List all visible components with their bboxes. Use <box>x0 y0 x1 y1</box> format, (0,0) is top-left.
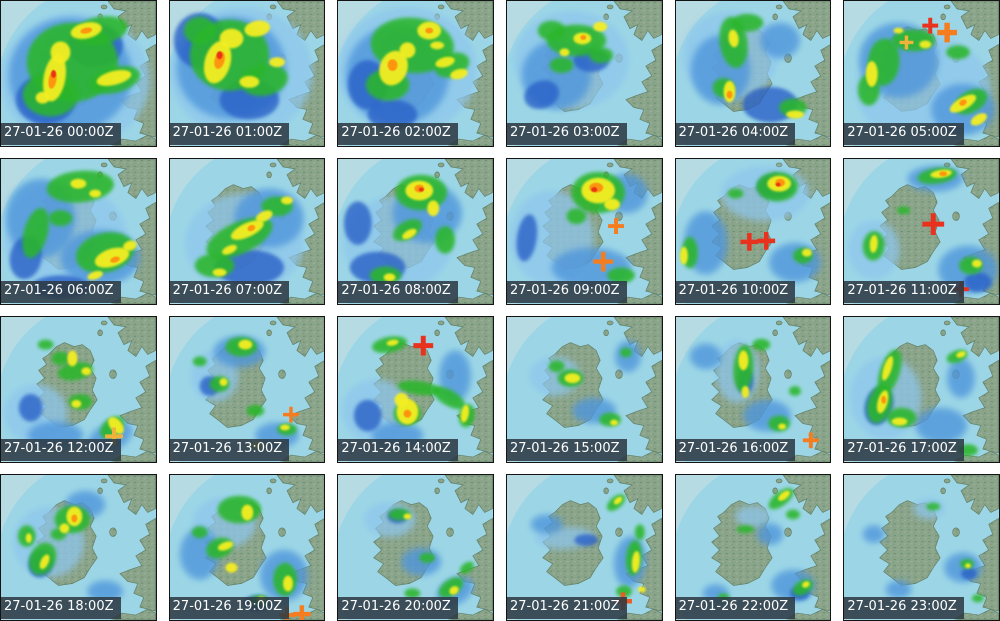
radar-frame-0200z: 27-01-26 02:00Z <box>337 0 494 147</box>
radar-frame-0300z: 27-01-26 03:00Z <box>506 0 663 147</box>
timestamp-label: 27-01-26 12:00Z <box>1 439 121 461</box>
timestamp-label: 27-01-26 15:00Z <box>507 439 627 461</box>
radar-map <box>338 317 493 462</box>
timestamp-label: 27-01-26 07:00Z <box>169 281 290 303</box>
radar-map <box>675 1 831 146</box>
radar-map <box>169 159 325 304</box>
lightning-strike-icon <box>292 605 311 620</box>
timestamp-label: 27-01-26 05:00Z <box>844 123 964 145</box>
timestamp-label: 27-01-26 14:00Z <box>338 439 458 461</box>
lightning-strike-icon <box>802 432 819 449</box>
radar-frame-1200z: 27-01-26 12:00Z <box>0 316 157 463</box>
timestamp-label: 27-01-26 18:00Z <box>1 597 121 619</box>
radar-frame-1900z: 27-01-26 19:00Z <box>168 474 326 621</box>
radar-map <box>507 475 662 620</box>
timestamp-label: 27-01-26 08:00Z <box>338 281 458 303</box>
radar-map <box>844 159 999 304</box>
radar-map <box>169 317 325 462</box>
radar-map <box>1 475 156 620</box>
radar-frame-1100z: 27-01-26 11:00Z <box>843 158 1000 305</box>
lightning-strike-icon <box>608 218 624 234</box>
timestamp-label: 27-01-26 23:00Z <box>844 597 964 619</box>
timestamp-label: 27-01-26 01:00Z <box>169 123 290 145</box>
lightning-strike-icon <box>922 213 945 235</box>
radar-map <box>338 1 493 146</box>
timestamp-label: 27-01-26 04:00Z <box>675 123 796 145</box>
radar-map <box>338 475 493 620</box>
timestamp-label: 27-01-26 13:00Z <box>169 439 290 461</box>
radar-map <box>507 159 662 304</box>
radar-frame-0100z: 27-01-26 01:00Z <box>168 0 326 147</box>
radar-frame-1800z: 27-01-26 18:00Z <box>0 474 157 621</box>
timestamp-label: 27-01-26 17:00Z <box>844 439 964 461</box>
timestamp-label: 27-01-26 06:00Z <box>1 281 121 303</box>
radar-map <box>1 1 156 146</box>
radar-map <box>844 1 999 146</box>
radar-map <box>507 1 662 146</box>
radar-map <box>675 317 831 462</box>
lightning-strike-icon <box>413 335 434 356</box>
timestamp-label: 27-01-26 00:00Z <box>1 123 121 145</box>
radar-frame-0900z: 27-01-26 09:00Z <box>506 158 663 305</box>
radar-frame-1400z: 27-01-26 14:00Z <box>337 316 494 463</box>
lightning-strike-icon <box>922 17 939 34</box>
radar-frame-0400z: 27-01-26 04:00Z <box>674 0 832 147</box>
radar-frame-1500z: 27-01-26 15:00Z <box>506 316 663 463</box>
timestamp-label: 27-01-26 21:00Z <box>507 597 627 619</box>
radar-map <box>844 317 999 462</box>
lightning-strike-icon <box>899 35 914 50</box>
radar-map <box>675 475 831 620</box>
radar-map <box>338 159 493 304</box>
timestamp-label: 27-01-26 19:00Z <box>169 597 290 619</box>
radar-frame-0800z: 27-01-26 08:00Z <box>337 158 494 305</box>
radar-map <box>1 159 156 304</box>
radar-frame-1600z: 27-01-26 16:00Z <box>674 316 832 463</box>
timestamp-label: 27-01-26 16:00Z <box>675 439 796 461</box>
radar-frame-0600z: 27-01-26 06:00Z <box>0 158 157 305</box>
lightning-strike-icon <box>593 251 614 272</box>
timestamp-label: 27-01-26 20:00Z <box>338 597 458 619</box>
lightning-strike-icon <box>756 231 775 250</box>
radar-map <box>675 159 831 304</box>
radar-map <box>507 317 662 462</box>
lightning-strike-icon <box>937 22 958 43</box>
radar-frame-1000z: 27-01-26 10:00Z <box>674 158 832 305</box>
timestamp-label: 27-01-26 11:00Z <box>844 281 964 303</box>
lightning-strike-icon <box>282 406 299 423</box>
timestamp-label: 27-01-26 03:00Z <box>507 123 627 145</box>
radar-map <box>169 475 325 620</box>
timestamp-label: 27-01-26 09:00Z <box>507 281 627 303</box>
timestamp-label: 27-01-26 10:00Z <box>675 281 796 303</box>
radar-map <box>169 1 325 146</box>
timestamp-label: 27-01-26 22:00Z <box>675 597 796 619</box>
timestamp-label: 27-01-26 02:00Z <box>338 123 458 145</box>
radar-frame-1300z: 27-01-26 13:00Z <box>168 316 326 463</box>
lightning-strike-icon <box>740 232 758 251</box>
radar-map <box>844 475 999 620</box>
radar-frame-0700z: 27-01-26 07:00Z <box>168 158 326 305</box>
radar-frame-2200z: 27-01-26 22:00Z <box>674 474 832 621</box>
radar-frame-1700z: 27-01-26 17:00Z <box>843 316 1000 463</box>
radar-frame-2100z: 27-01-26 21:00Z <box>506 474 663 621</box>
radar-frame-2000z: 27-01-26 20:00Z <box>337 474 494 621</box>
radar-frame-2300z: 27-01-26 23:00Z <box>843 474 1000 621</box>
radar-frame-0000z: 27-01-26 00:00Z <box>0 0 157 147</box>
radar-frame-0500z: 27-01-26 05:00Z <box>843 0 1000 147</box>
